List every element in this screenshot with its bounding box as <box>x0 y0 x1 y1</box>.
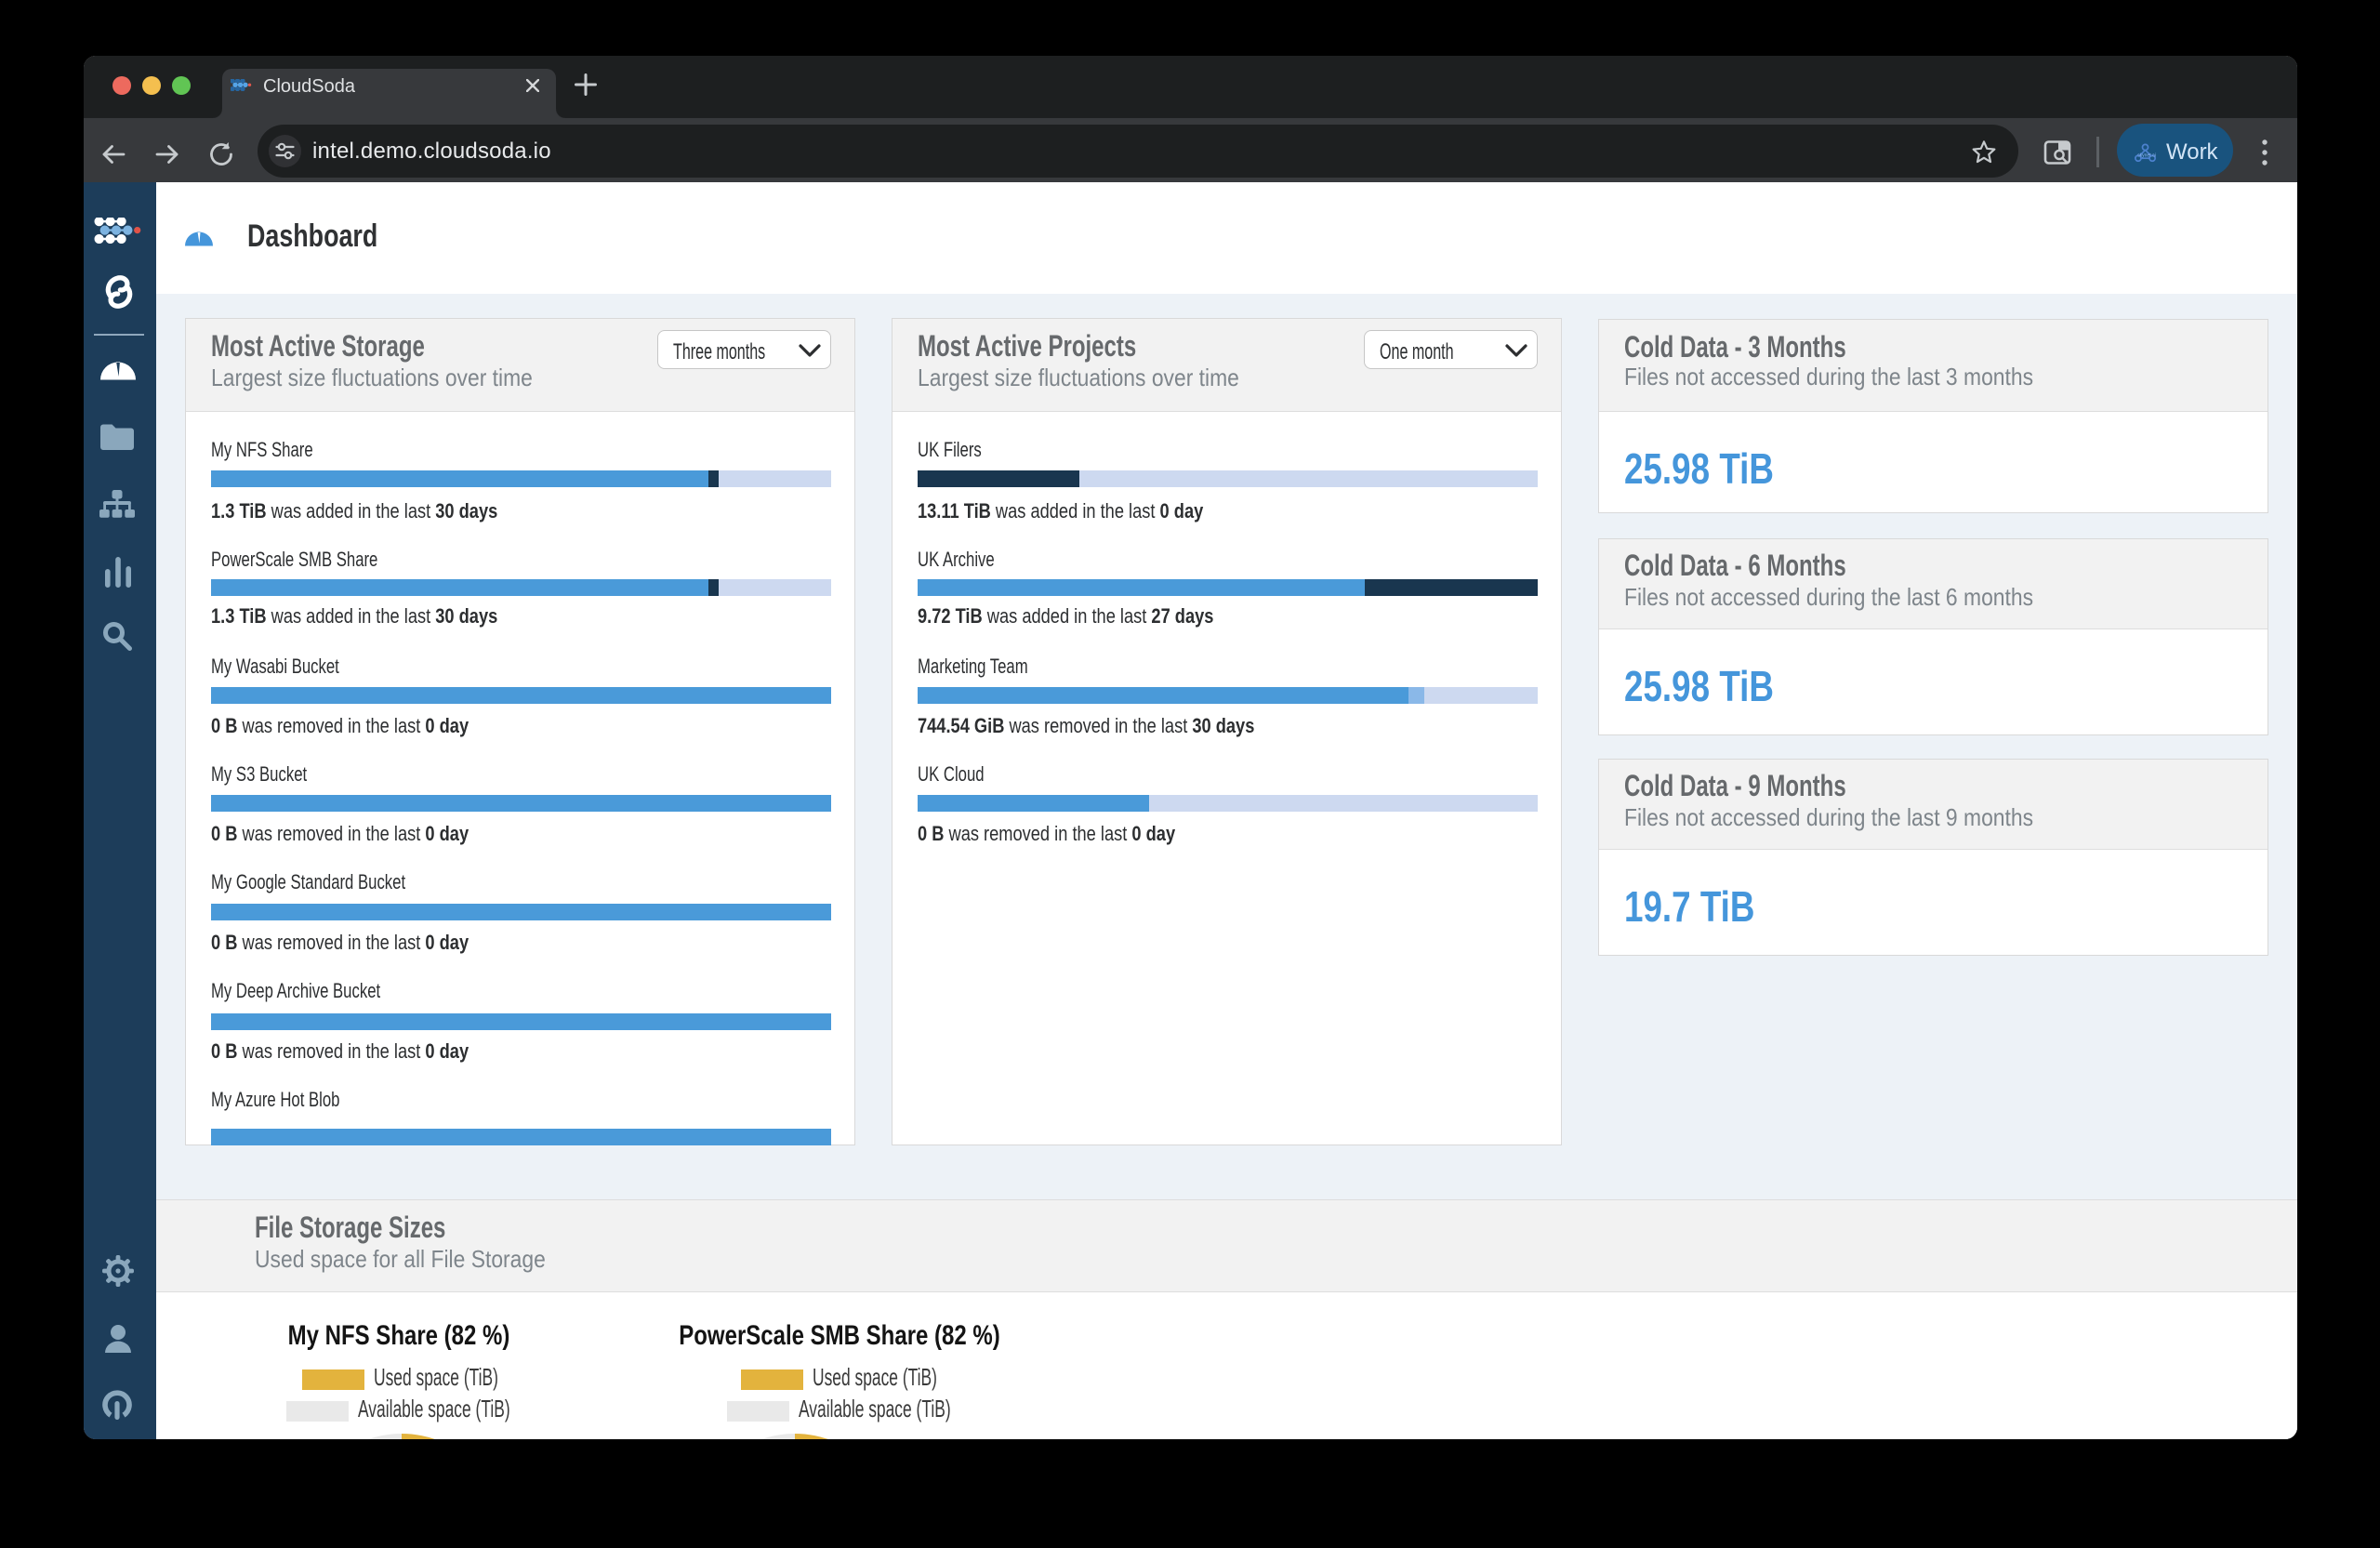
svg-text:skynet.ai: skynet.ai <box>2137 153 2156 159</box>
